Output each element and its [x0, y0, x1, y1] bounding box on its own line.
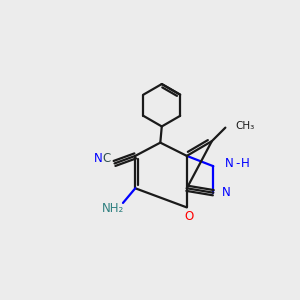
Text: N: N — [222, 186, 231, 199]
Text: CH₃: CH₃ — [236, 121, 255, 131]
Text: N: N — [94, 152, 103, 165]
Text: H: H — [241, 157, 250, 170]
Text: O: O — [184, 210, 193, 223]
Text: C: C — [102, 152, 110, 165]
Text: -: - — [236, 157, 240, 170]
Text: N: N — [225, 157, 234, 170]
Text: NH₂: NH₂ — [101, 202, 124, 215]
